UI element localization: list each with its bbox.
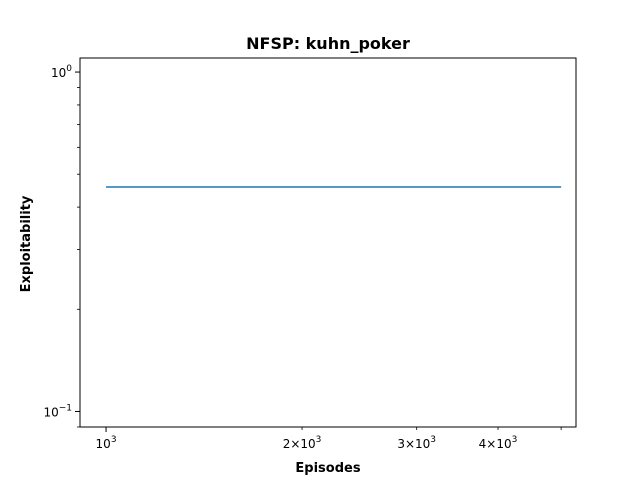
x-axis-label: Episodes — [295, 461, 360, 476]
y-tick-label-0: 100 — [51, 64, 72, 80]
chart-title: NFSP: kuhn_poker — [246, 34, 410, 53]
y-axis-label: Exploitability — [19, 195, 34, 292]
y-tick-label-1: 10−1 — [43, 403, 72, 419]
plot-frame — [79, 57, 577, 428]
x-tick-label-0: 103 — [96, 435, 117, 451]
x-minor-tick-label-2: 4×103 — [479, 435, 518, 451]
x-minor-tick-label-0: 2×103 — [283, 435, 322, 451]
x-minor-tick-label-1: 3×103 — [397, 435, 436, 451]
